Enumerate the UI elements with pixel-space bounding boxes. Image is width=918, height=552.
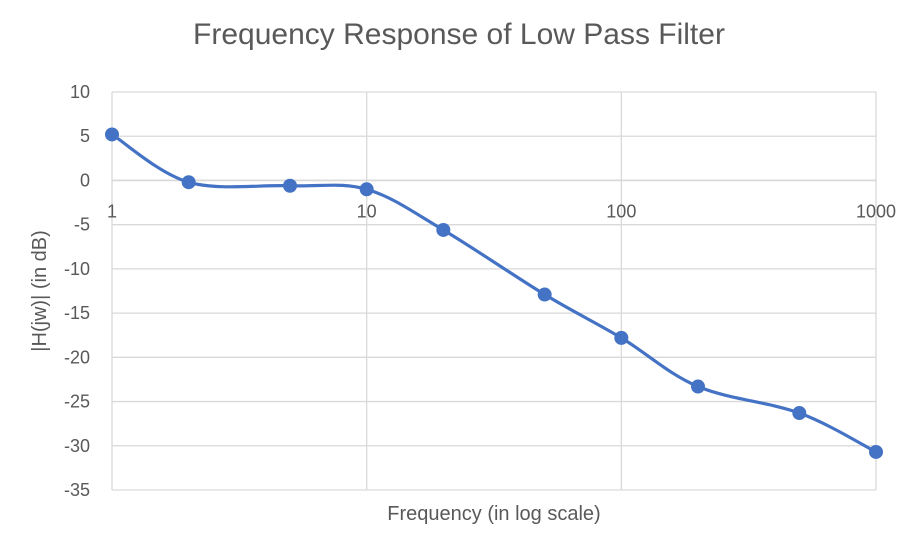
data-point [537, 287, 552, 302]
y-axis-title: |H(jw)| (in dB) [29, 230, 51, 352]
series-line [111, 133, 877, 454]
data-point [359, 182, 374, 197]
y-tick-label: -15 [64, 303, 90, 323]
y-tick-label: -5 [74, 215, 90, 235]
y-tick-label: -35 [64, 480, 90, 500]
x-axis-title: Frequency (in log scale) [387, 503, 600, 525]
data-point [614, 330, 629, 345]
data-point [436, 222, 451, 237]
data-point [690, 379, 705, 394]
data-point [792, 406, 807, 421]
x-tick-label: 10 [357, 201, 377, 221]
x-tick-label: 1000 [856, 201, 896, 221]
y-tick-labels: 10 5 0 -5 -10 -15 -20 -25 -30 -35 [64, 82, 90, 500]
series-group [105, 127, 883, 459]
y-tick-label: -30 [64, 436, 90, 456]
x-tick-label: 1 [107, 201, 117, 221]
y-tick-label: -20 [64, 347, 90, 367]
chart-title: Frequency Response of Low Pass Filter [193, 18, 725, 51]
x-tick-label: 100 [606, 201, 636, 221]
y-tick-label: 0 [80, 170, 90, 190]
data-point [105, 127, 119, 142]
y-tick-label: 10 [70, 82, 90, 102]
y-tick-label: -10 [64, 259, 90, 279]
data-point [283, 178, 298, 193]
vertical-gridlines [111, 92, 877, 490]
data-point [181, 175, 196, 190]
y-tick-label: -25 [64, 392, 90, 412]
data-point [869, 444, 883, 459]
x-tick-labels: 1 10 100 1000 [107, 201, 896, 221]
horizontal-gridlines [112, 91, 876, 491]
y-tick-label: 5 [80, 126, 90, 146]
